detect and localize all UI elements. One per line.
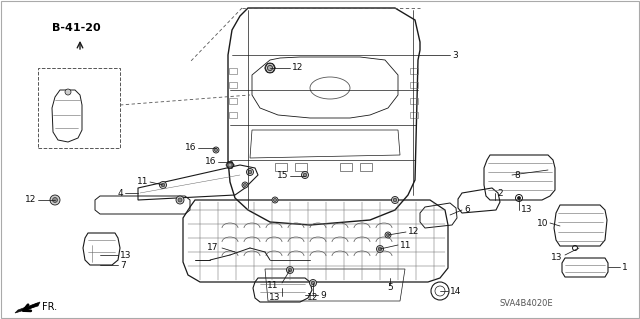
Text: SVA4B4020E: SVA4B4020E (500, 299, 554, 308)
Bar (229, 98, 237, 104)
Circle shape (178, 198, 182, 202)
Circle shape (518, 197, 520, 199)
Text: 15: 15 (276, 172, 288, 181)
Circle shape (227, 162, 233, 168)
Bar (38, 68, 120, 148)
Circle shape (50, 195, 60, 205)
Circle shape (248, 170, 252, 174)
Circle shape (243, 183, 246, 187)
Text: 11: 11 (400, 241, 412, 249)
Circle shape (213, 147, 219, 153)
Bar (229, 82, 237, 88)
Circle shape (393, 198, 397, 202)
Circle shape (176, 196, 184, 204)
Text: 4: 4 (117, 189, 123, 197)
Bar (229, 112, 237, 118)
Circle shape (161, 183, 165, 187)
Text: 13: 13 (521, 205, 532, 214)
Circle shape (228, 164, 232, 167)
Circle shape (268, 65, 273, 70)
Circle shape (246, 168, 253, 175)
Text: 5: 5 (387, 284, 393, 293)
Text: 16: 16 (205, 158, 216, 167)
Text: 13: 13 (550, 253, 562, 262)
Text: 12: 12 (24, 196, 36, 204)
Bar (275, 163, 287, 171)
Text: 11: 11 (266, 281, 278, 291)
Circle shape (392, 197, 399, 204)
Circle shape (301, 172, 308, 179)
Circle shape (52, 197, 58, 203)
Text: 12: 12 (408, 227, 419, 236)
Text: FR.: FR. (42, 302, 57, 312)
Circle shape (214, 149, 218, 152)
Polygon shape (15, 302, 40, 313)
Text: 13: 13 (269, 293, 280, 302)
Text: 14: 14 (450, 286, 461, 295)
Circle shape (265, 63, 275, 73)
Circle shape (376, 246, 383, 253)
Circle shape (310, 279, 317, 286)
Text: 10: 10 (536, 219, 548, 227)
Bar (410, 68, 418, 74)
Text: 2: 2 (497, 189, 502, 197)
Text: 13: 13 (120, 250, 131, 259)
Text: 11: 11 (136, 177, 148, 187)
Circle shape (273, 198, 276, 202)
Text: 1: 1 (622, 263, 628, 271)
Circle shape (65, 89, 71, 95)
Circle shape (303, 173, 307, 177)
Bar (410, 112, 418, 118)
Text: B-41-20: B-41-20 (52, 23, 100, 33)
Circle shape (311, 281, 315, 285)
Text: 16: 16 (184, 144, 196, 152)
Circle shape (378, 247, 382, 251)
Circle shape (385, 232, 391, 238)
Bar (295, 163, 307, 171)
Circle shape (287, 266, 294, 273)
Text: 12: 12 (307, 293, 319, 302)
Circle shape (242, 182, 248, 188)
Circle shape (268, 65, 273, 70)
Bar (410, 98, 418, 104)
Text: 8: 8 (514, 170, 520, 180)
Bar (360, 163, 372, 171)
Text: 17: 17 (207, 243, 218, 253)
Text: 6: 6 (464, 205, 470, 214)
Text: 7: 7 (120, 261, 125, 270)
Circle shape (387, 234, 390, 236)
Text: 12: 12 (292, 63, 303, 72)
Text: 3: 3 (452, 50, 458, 60)
Circle shape (288, 268, 292, 272)
Bar (410, 82, 418, 88)
Text: 9: 9 (320, 291, 326, 300)
Circle shape (159, 182, 166, 189)
Circle shape (228, 163, 232, 167)
Circle shape (272, 197, 278, 203)
Bar (340, 163, 352, 171)
Bar (229, 68, 237, 74)
